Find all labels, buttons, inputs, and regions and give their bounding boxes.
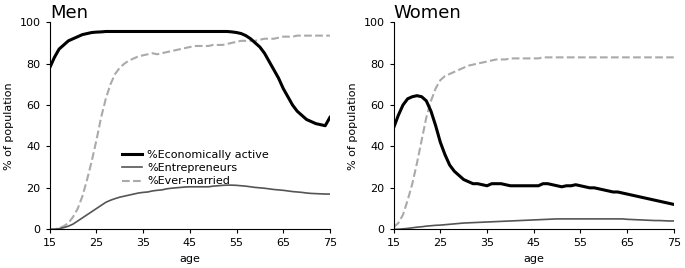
%Economically active [493,182,501,185]
%Entrepreneurs [562,217,571,221]
%Economically active [460,178,468,181]
%Entrepreneurs [326,192,334,196]
%Ever-married [670,56,678,59]
%Ever-married [144,53,152,56]
Line: %Economically active: %Economically active [50,31,330,126]
Line: %Entrepreneurs: %Entrepreneurs [50,185,330,229]
Line: %Economically active: %Economically active [394,96,674,204]
%Economically active [219,30,227,33]
%Entrepreneurs [101,201,110,204]
%Entrepreneurs [670,219,678,223]
Text: Men: Men [50,4,88,22]
%Economically active [321,124,329,127]
%Ever-married [101,97,110,100]
Y-axis label: % of population: % of population [348,82,358,170]
Line: %Ever-married: %Ever-married [394,57,674,227]
%Economically active [46,66,54,69]
%Ever-married [390,226,398,229]
%Entrepreneurs [195,185,203,188]
%Economically active [149,30,157,33]
%Ever-married [445,72,453,76]
%Entrepreneurs [539,218,547,221]
%Entrepreneurs [445,223,453,226]
%Entrepreneurs [293,190,301,193]
%Economically active [101,30,110,33]
%Ever-married [637,56,645,59]
%Entrepreneurs [214,184,222,187]
%Ever-married [195,44,203,48]
%Ever-married [46,228,54,231]
%Economically active [116,30,124,33]
Y-axis label: % of population: % of population [4,82,14,170]
%Entrepreneurs [223,184,232,187]
%Economically active [413,94,421,97]
%Ever-married [488,59,496,62]
%Entrepreneurs [488,220,496,224]
X-axis label: age: age [179,254,200,264]
X-axis label: age: age [523,254,544,264]
%Economically active [200,30,208,33]
%Ever-married [544,56,552,59]
Line: %Ever-married: %Ever-married [50,36,330,229]
%Entrepreneurs [455,222,463,225]
%Economically active [450,170,458,173]
%Economically active [544,182,552,185]
%Ever-married [293,34,301,37]
Text: Women: Women [394,4,462,22]
%Ever-married [214,43,222,47]
%Economically active [637,196,645,199]
Legend: %Economically active, %Entrepreneurs, %Ever-married: %Economically active, %Entrepreneurs, %E… [122,150,269,187]
%Economically active [670,203,678,206]
%Ever-married [288,35,297,38]
%Entrepreneurs [144,190,152,193]
%Ever-married [111,72,119,76]
%Economically active [562,184,571,187]
%Entrepreneurs [553,217,561,221]
%Economically active [293,110,301,113]
%Entrepreneurs [390,228,398,231]
%Economically active [390,126,398,129]
%Ever-married [562,56,571,59]
Line: %Entrepreneurs: %Entrepreneurs [394,219,674,229]
%Entrepreneurs [111,197,119,200]
%Entrepreneurs [46,228,54,231]
%Ever-married [539,56,547,59]
%Economically active [106,30,114,33]
%Entrepreneurs [637,218,645,222]
%Ever-married [326,34,334,37]
%Ever-married [455,68,463,71]
%Economically active [326,116,334,119]
